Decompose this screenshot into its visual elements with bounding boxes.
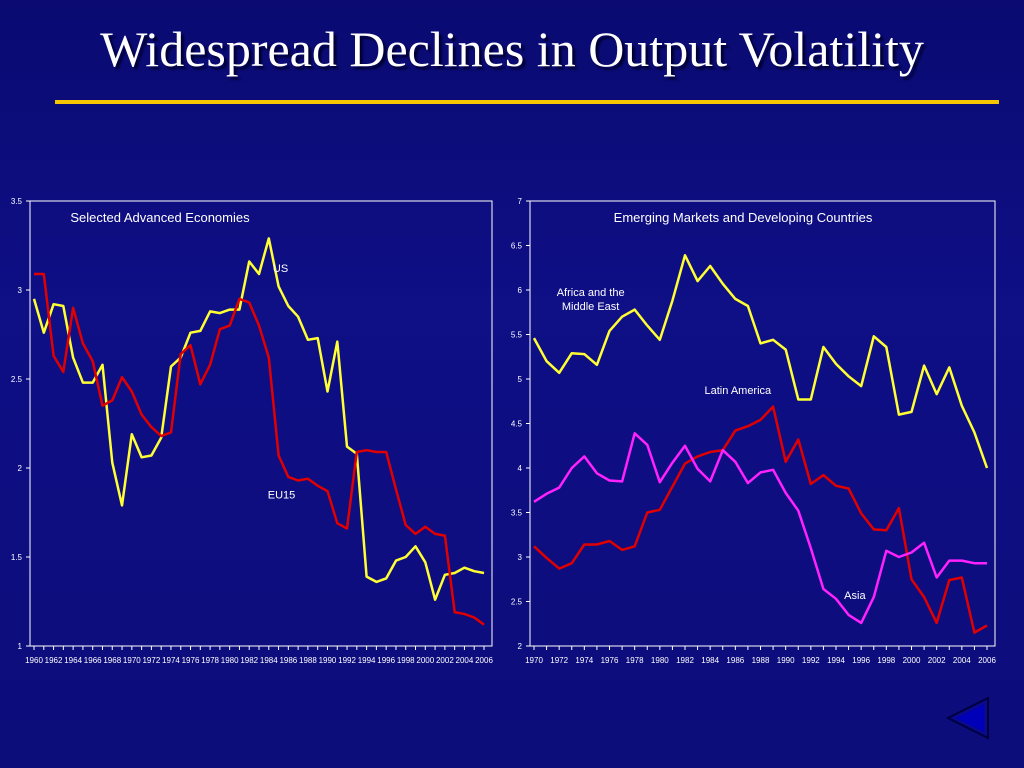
x-tick-label: 1976 <box>601 656 619 665</box>
x-tick-label: 1988 <box>752 656 770 665</box>
y-tick-label: 2.5 <box>11 375 23 384</box>
x-tick-label: 2004 <box>456 656 474 665</box>
x-tick-label: 1974 <box>575 656 593 665</box>
series-label: Asia <box>844 590 866 602</box>
x-tick-label: 1992 <box>338 656 356 665</box>
triangle-left-icon[interactable] <box>944 694 992 742</box>
x-tick-label: 1984 <box>260 656 278 665</box>
chart-title-advanced-economies: Selected Advanced Economies <box>70 210 250 225</box>
y-tick-label: 7 <box>518 197 523 206</box>
x-tick-label: 1966 <box>84 656 102 665</box>
series-label: US <box>273 263 288 275</box>
title-underline <box>55 100 999 104</box>
x-tick-label: 2000 <box>416 656 434 665</box>
x-tick-label: 1968 <box>103 656 121 665</box>
x-tick-label: 1986 <box>726 656 744 665</box>
x-tick-label: 1970 <box>123 656 141 665</box>
x-tick-label: 1990 <box>319 656 337 665</box>
series-label: Latin America <box>705 385 773 397</box>
x-tick-label: 1994 <box>358 656 376 665</box>
x-tick-label: 1990 <box>777 656 795 665</box>
series-line-emerging-markets-0 <box>532 254 989 469</box>
x-tick-label: 1982 <box>240 656 258 665</box>
x-tick-label: 1998 <box>877 656 895 665</box>
y-tick-label: 4.5 <box>511 420 523 429</box>
y-tick-label: 5.5 <box>511 331 523 340</box>
slide-title: Widespread Declines in Output Volatility <box>100 21 924 77</box>
y-tick-label: 4 <box>518 464 523 473</box>
x-tick-label: 1972 <box>550 656 568 665</box>
x-tick-label: 2006 <box>475 656 493 665</box>
x-tick-label: 2006 <box>978 656 996 665</box>
x-tick-label: 1994 <box>827 656 845 665</box>
x-tick-label: 2000 <box>903 656 921 665</box>
y-tick-label: 1 <box>18 642 23 651</box>
x-tick-label: 1960 <box>25 656 43 665</box>
x-tick-label: 1972 <box>142 656 160 665</box>
x-tick-label: 2002 <box>928 656 946 665</box>
x-tick-label: 1962 <box>45 656 63 665</box>
x-tick-label: 2004 <box>953 656 971 665</box>
x-tick-label: 1980 <box>221 656 239 665</box>
x-tick-label: 1992 <box>802 656 820 665</box>
x-tick-label: 1986 <box>279 656 297 665</box>
series-line-emerging-markets-1 <box>533 405 988 634</box>
series-line-advanced-economies-0 <box>32 237 485 601</box>
x-tick-label: 1996 <box>377 656 395 665</box>
x-tick-label: 1984 <box>701 656 719 665</box>
x-tick-label: 1978 <box>626 656 644 665</box>
chart-title-emerging-markets: Emerging Markets and Developing Countrie… <box>614 210 873 225</box>
y-tick-label: 5 <box>518 375 523 384</box>
plot-frame-emerging-markets <box>529 200 996 647</box>
y-tick-label: 3.5 <box>11 197 23 206</box>
y-tick-label: 2.5 <box>511 598 523 607</box>
y-tick-label: 2 <box>18 464 23 473</box>
x-tick-label: 1998 <box>397 656 415 665</box>
x-tick-label: 1970 <box>525 656 543 665</box>
series-line-emerging-markets-2 <box>533 432 987 625</box>
x-tick-label: 1978 <box>201 656 219 665</box>
y-tick-label: 1.5 <box>11 553 23 562</box>
y-tick-label: 3.5 <box>511 509 523 518</box>
y-tick-label: 2 <box>518 642 523 651</box>
series-line-advanced-economies-1 <box>34 272 485 626</box>
series-label: Middle East <box>562 301 619 313</box>
x-tick-label: 1974 <box>162 656 180 665</box>
x-tick-label: 1964 <box>64 656 82 665</box>
series-label: EU15 <box>268 489 296 501</box>
x-tick-label: 2002 <box>436 656 454 665</box>
y-tick-label: 3 <box>518 553 523 562</box>
plot-frame-advanced-economies <box>29 200 493 647</box>
y-tick-label: 3 <box>18 286 23 295</box>
x-tick-label: 1988 <box>299 656 317 665</box>
x-tick-label: 1982 <box>676 656 694 665</box>
x-tick-label: 1980 <box>651 656 669 665</box>
y-tick-label: 6.5 <box>511 242 523 251</box>
y-tick-label: 6 <box>518 286 523 295</box>
series-label: Africa and the <box>557 287 625 299</box>
x-tick-label: 1976 <box>182 656 200 665</box>
x-tick-label: 1996 <box>852 656 870 665</box>
